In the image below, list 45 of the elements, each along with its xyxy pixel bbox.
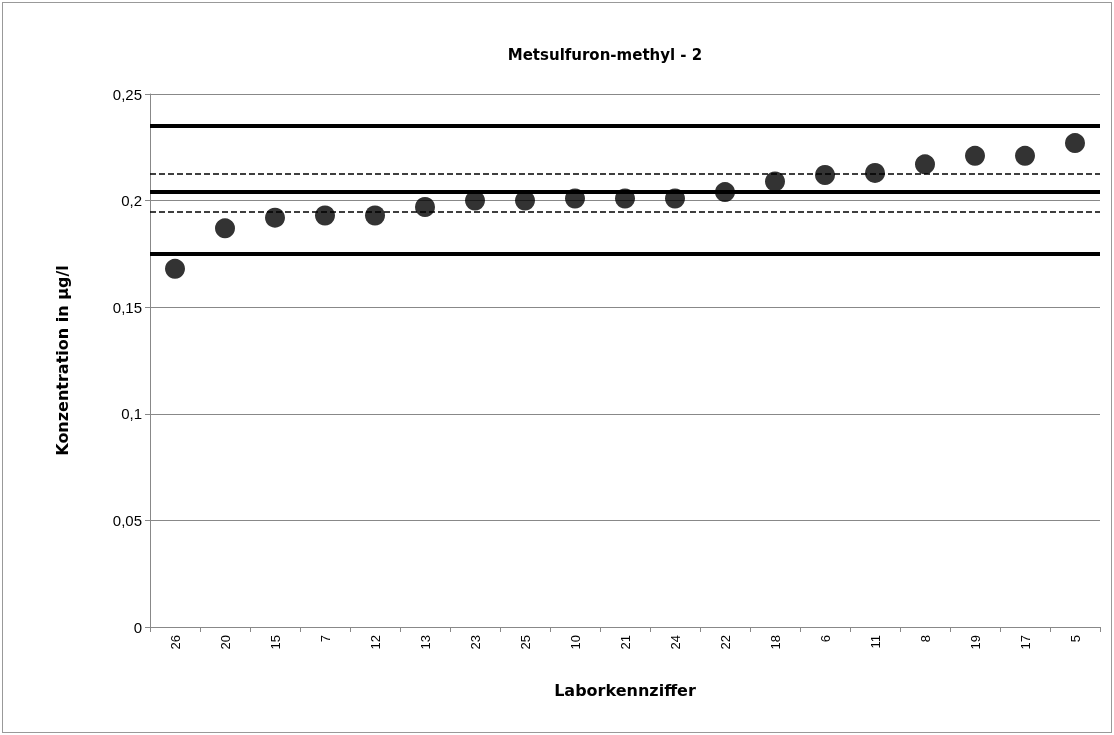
y-tick-label: 0,05 — [112, 511, 142, 529]
x-tick-label: 13 — [417, 635, 433, 650]
point — [1065, 133, 1085, 154]
point — [815, 165, 835, 186]
x-axis-title: Laborkennziffer — [554, 680, 696, 700]
y-tick-label: 0 — [133, 618, 142, 636]
x-tick-label: 25 — [517, 635, 533, 650]
point — [915, 154, 935, 175]
y-tick-label: 0,15 — [112, 298, 142, 316]
point — [965, 145, 985, 166]
y-tick-label: 0,1 — [121, 405, 142, 423]
x-tick-label: 22 — [717, 635, 733, 650]
point — [265, 207, 285, 228]
point — [1015, 145, 1035, 166]
point — [665, 188, 685, 209]
point — [215, 218, 235, 239]
x-tick-label: 18 — [767, 635, 783, 650]
x-tick-label: 20 — [217, 635, 233, 650]
point — [565, 188, 585, 209]
point — [615, 188, 635, 209]
x-tick-label: 26 — [167, 635, 183, 650]
x-tick-label: 19 — [967, 635, 983, 650]
point — [715, 182, 735, 203]
point — [165, 258, 185, 279]
point — [365, 205, 385, 226]
x-tick-label: 5 — [1067, 635, 1083, 643]
x-tick-label: 8 — [917, 635, 933, 643]
point — [865, 162, 885, 183]
x-tick-label: 21 — [617, 635, 633, 650]
x-tick-label: 12 — [367, 635, 383, 650]
x-tick-label: 23 — [467, 635, 483, 650]
point — [315, 205, 335, 226]
x-tick-label: 15 — [267, 635, 283, 650]
x-tick-label: 6 — [817, 635, 833, 643]
x-tick-label: 7 — [317, 635, 333, 643]
chart-title: Metsulfuron-methyl - 2 — [507, 45, 703, 64]
x-tick-label: 24 — [667, 635, 683, 650]
point — [415, 197, 435, 217]
y-tick-label: 0,25 — [112, 85, 142, 103]
y-tick-label: 0,2 — [121, 192, 142, 210]
x-tick-label: 10 — [567, 635, 583, 650]
x-tick-label: 17 — [1017, 635, 1033, 650]
x-tick-label: 11 — [867, 635, 883, 649]
point — [765, 171, 785, 192]
y-axis-title: Konzentration in µg/l — [52, 265, 72, 456]
